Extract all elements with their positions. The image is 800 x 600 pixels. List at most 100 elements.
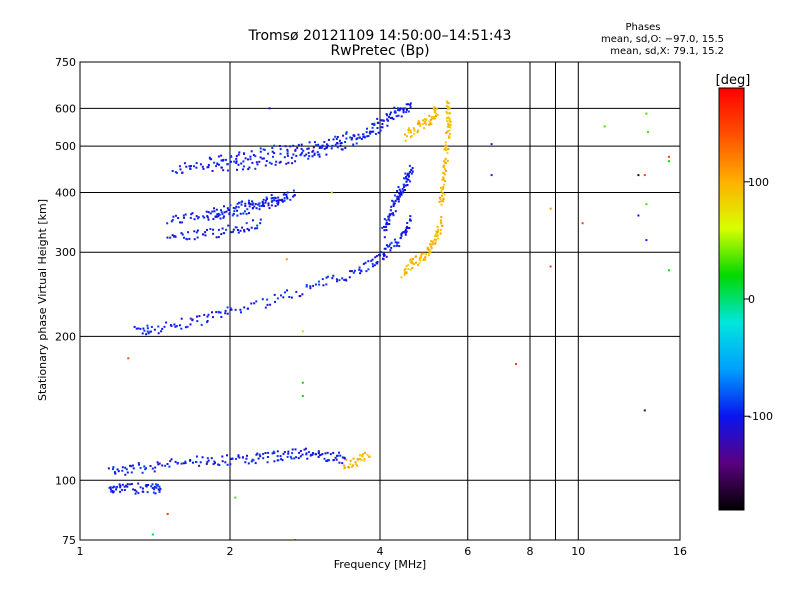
trace-point bbox=[359, 454, 361, 457]
trace-point bbox=[443, 183, 446, 186]
trace-point bbox=[203, 313, 206, 316]
trace-point bbox=[404, 228, 407, 231]
trace-point bbox=[429, 249, 432, 252]
trace-point bbox=[250, 226, 253, 229]
trace-point bbox=[383, 225, 385, 228]
trace-point bbox=[298, 451, 301, 454]
trace-point bbox=[271, 150, 274, 153]
trace-point bbox=[404, 189, 406, 191]
scatter-point bbox=[515, 363, 517, 366]
trace-point bbox=[153, 488, 156, 491]
trace-point bbox=[309, 287, 312, 290]
chart-title: Tromsø 20121109 14:50:00–14:51:43 bbox=[248, 28, 512, 44]
trace-point bbox=[135, 327, 138, 330]
trace-point bbox=[264, 201, 267, 204]
trace-point bbox=[220, 166, 223, 169]
trace-point bbox=[312, 146, 315, 149]
scatter-point bbox=[166, 513, 169, 515]
trace-point bbox=[404, 231, 407, 234]
trace-point bbox=[446, 125, 449, 128]
trace-point bbox=[321, 278, 324, 281]
trace-point bbox=[250, 150, 253, 153]
trace-point bbox=[284, 145, 287, 148]
trace-point bbox=[191, 319, 194, 322]
trace-point bbox=[113, 485, 116, 488]
trace-point bbox=[207, 166, 210, 169]
trace-point bbox=[424, 258, 427, 261]
trace-point bbox=[273, 144, 276, 147]
trace-point bbox=[342, 464, 345, 467]
scatter-point bbox=[268, 107, 271, 110]
trace-point bbox=[305, 284, 308, 286]
trace-point bbox=[287, 452, 290, 455]
trace-point bbox=[430, 247, 433, 250]
trace-point bbox=[112, 491, 115, 494]
trace-point bbox=[332, 451, 335, 454]
trace-point bbox=[353, 135, 356, 138]
trace-point bbox=[158, 490, 161, 493]
trace-point bbox=[258, 208, 261, 211]
trace-point bbox=[381, 226, 384, 229]
scatter-point bbox=[234, 496, 237, 499]
trace-point bbox=[202, 233, 205, 236]
trace-point bbox=[235, 162, 238, 164]
trace-point bbox=[335, 138, 338, 140]
trace-point bbox=[218, 163, 220, 166]
trace-point bbox=[319, 453, 322, 456]
trace-point bbox=[130, 465, 133, 468]
trace-point bbox=[383, 252, 385, 255]
trace-point bbox=[285, 195, 288, 198]
trace-point bbox=[206, 216, 209, 219]
trace-point bbox=[392, 214, 395, 217]
trace-point bbox=[222, 169, 225, 172]
trace-point bbox=[312, 149, 315, 152]
trace-point bbox=[276, 202, 279, 205]
trace-point bbox=[446, 112, 449, 115]
trace-point bbox=[184, 326, 187, 329]
trace-point bbox=[262, 457, 265, 460]
trace-point bbox=[389, 117, 392, 120]
trace-point bbox=[327, 138, 330, 141]
trace-point bbox=[388, 213, 391, 216]
trace-point bbox=[324, 452, 327, 455]
trace-point bbox=[158, 489, 161, 492]
trace-point bbox=[367, 268, 370, 271]
trace-point bbox=[338, 139, 341, 142]
trace-point bbox=[239, 229, 242, 232]
trace-point bbox=[403, 186, 405, 188]
trace-point bbox=[318, 147, 321, 149]
trace-point bbox=[153, 485, 156, 488]
trace-point bbox=[443, 193, 446, 196]
trace-point bbox=[397, 107, 399, 110]
trace-point bbox=[429, 118, 432, 121]
trace-point bbox=[183, 162, 186, 165]
trace-point bbox=[272, 155, 274, 158]
trace-point bbox=[283, 199, 286, 202]
trace-point bbox=[273, 152, 276, 155]
trace-point bbox=[383, 236, 386, 239]
trace-point bbox=[357, 133, 360, 136]
trace-point bbox=[410, 168, 413, 171]
trace-point bbox=[358, 458, 361, 460]
trace-point bbox=[400, 193, 403, 196]
trace-point bbox=[247, 158, 249, 161]
trace-point bbox=[184, 213, 187, 216]
trace-point bbox=[406, 108, 408, 111]
trace-point bbox=[394, 199, 397, 202]
trace-point bbox=[391, 116, 394, 119]
trace-point bbox=[181, 233, 184, 236]
trace-point bbox=[126, 483, 129, 486]
trace-point bbox=[409, 260, 412, 263]
trace-point bbox=[226, 207, 229, 210]
trace-point bbox=[221, 213, 224, 216]
trace-point bbox=[409, 102, 412, 105]
trace-point bbox=[142, 327, 145, 330]
trace-point bbox=[226, 163, 229, 166]
trace-point bbox=[389, 243, 392, 246]
trace-point bbox=[253, 205, 256, 208]
trace-point bbox=[246, 454, 248, 457]
trace-point bbox=[411, 262, 414, 265]
trace-point bbox=[280, 294, 282, 297]
trace-point bbox=[397, 114, 400, 117]
trace-point bbox=[109, 486, 112, 489]
